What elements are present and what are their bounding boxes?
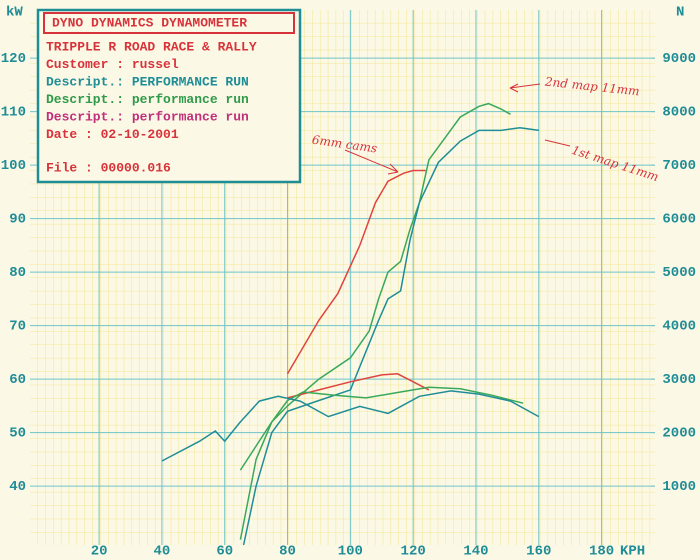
data-line [161, 390, 540, 462]
data-line [239, 386, 524, 471]
y2-tick-label: 6000 [662, 211, 696, 227]
legend-line: Descript.: performance run [46, 109, 249, 124]
legend-line: Descript.: PERFORMANCE RUN [46, 74, 249, 89]
legend-line: Date : 02-10-2001 [46, 127, 179, 142]
x-tick-label: 80 [279, 544, 296, 560]
legend-title-frame [43, 12, 295, 34]
data-line [239, 102, 511, 540]
x-tick-label: 20 [91, 544, 108, 560]
y2-tick-label: 1000 [662, 479, 696, 495]
y2-axis-label: N [676, 5, 684, 21]
legend-line: TRIPPLE R ROAD RACE & RALLY [46, 39, 257, 54]
x-tick-label: 100 [338, 544, 363, 560]
x-tick-label: 160 [526, 544, 551, 560]
y-tick-label: 110 [1, 104, 26, 120]
y-tick-label: 80 [9, 265, 26, 281]
data-line [286, 169, 426, 375]
y-tick-label: 50 [9, 425, 26, 441]
y-tick-label: 100 [1, 158, 26, 174]
arrow [509, 83, 541, 93]
y-axis-label: kW [6, 5, 23, 21]
x-tick-label: 120 [401, 544, 426, 560]
lines [161, 102, 540, 546]
arrow [344, 149, 399, 175]
arrow [544, 139, 571, 147]
y-tick-label: 90 [9, 211, 26, 227]
data-line [287, 373, 430, 399]
y2-tick-label: 5000 [662, 265, 696, 281]
x-tick-label: 40 [154, 544, 171, 560]
legend-frame [36, 8, 302, 184]
y-tick-label: 60 [9, 372, 26, 388]
legend-line: Customer : russel [46, 57, 179, 72]
y2-tick-label: 2000 [662, 425, 696, 441]
legend-line: Descript.: performance run [46, 92, 249, 107]
y2-tick-label: 8000 [662, 104, 696, 120]
y2-tick-label: 7000 [662, 158, 696, 174]
x-tick-label: 140 [463, 544, 488, 560]
legend-box: DYNO DYNAMICS DYNAMOMETER [36, 8, 302, 184]
y-tick-label: 120 [1, 51, 26, 67]
x-tick-label: 180 [589, 544, 614, 560]
y2-tick-label: 9000 [662, 51, 696, 67]
legend-title: DYNO DYNAMICS DYNAMOMETER [52, 15, 247, 30]
y-tick-label: 40 [9, 479, 26, 495]
x-axis-label: KPH [620, 544, 645, 560]
y2-tick-label: 3000 [662, 372, 696, 388]
legend-line: File : 00000.016 [46, 160, 171, 175]
y-tick-label: 70 [9, 318, 26, 334]
y2-tick-label: 4000 [662, 318, 696, 334]
x-tick-label: 60 [216, 544, 233, 560]
data-line [242, 126, 539, 546]
